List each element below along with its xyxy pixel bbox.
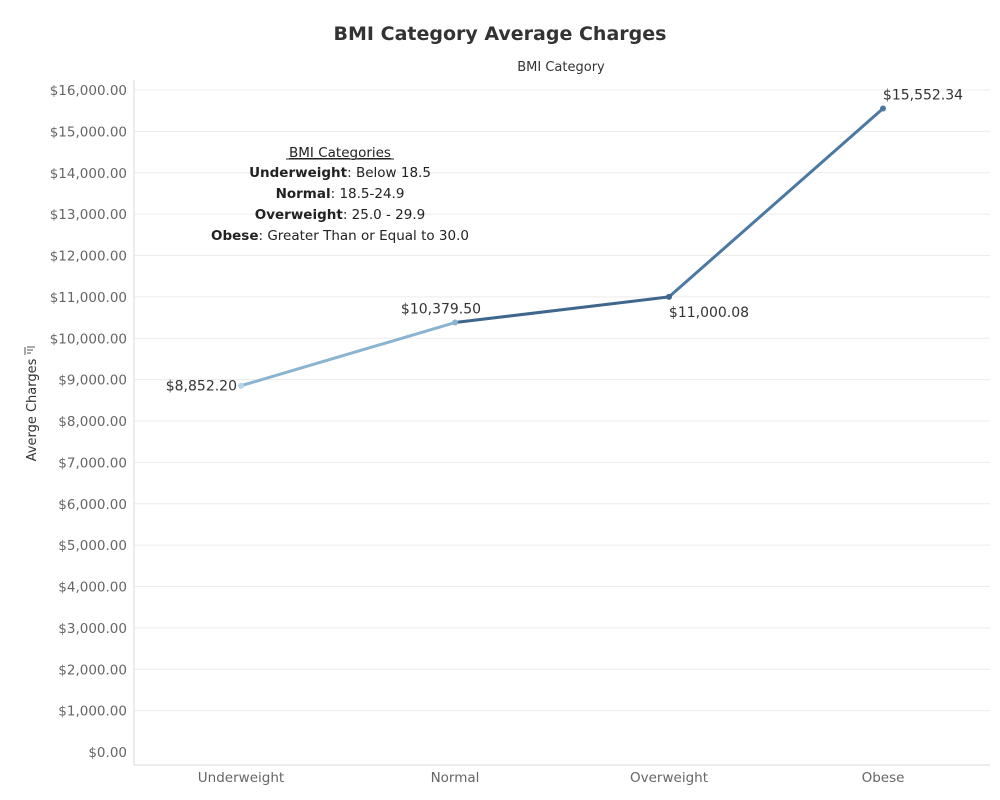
y-tick-label: $6,000.00 xyxy=(58,497,127,513)
series-lines xyxy=(239,107,885,388)
x-tick-label: Underweight xyxy=(198,770,284,786)
y-axis-title: Averge Charges xyxy=(25,358,40,461)
y-tick-label: $13,000.00 xyxy=(50,207,127,223)
bmi-legend-annotation: BMI Categories Underweight: Below 18.5 Nor… xyxy=(211,145,469,244)
y-tick-label: $14,000.00 xyxy=(50,166,127,182)
y-tick-label: $16,000.00 xyxy=(50,83,127,99)
y-tick-label: $15,000.00 xyxy=(50,124,127,140)
data-labels: $8,852.20 $10,379.50 $11,000.08 $15,552.34 xyxy=(166,88,963,395)
x-tick-label: Overweight xyxy=(630,770,708,786)
y-tick-label: $11,000.00 xyxy=(50,290,127,306)
x-tick-labels: Underweight Normal Overweight Obese xyxy=(198,770,905,786)
y-tick-label: $4,000.00 xyxy=(58,580,127,596)
y-tick-label: $9,000.00 xyxy=(58,373,127,389)
data-point[interactable] xyxy=(238,382,244,389)
legend-line: Normal: 18.5-24.9 xyxy=(276,186,405,202)
legend-category-name: Normal xyxy=(276,186,331,202)
data-point[interactable] xyxy=(452,319,458,326)
legend-category-range: : 25.0 - 29.9 xyxy=(343,207,425,223)
y-tick-labels: $0.00 $1,000.00 $2,000.00 $3,000.00 $4,000.0… xyxy=(50,83,127,761)
series-line-segment xyxy=(667,107,885,299)
y-axis-title-group: Averge Charges xyxy=(25,358,40,461)
series-line-segment xyxy=(239,321,457,388)
legend-line: Underweight: Below 18.5 xyxy=(249,165,431,181)
data-points xyxy=(238,105,886,389)
series-line-segment xyxy=(453,295,671,325)
data-label: $8,852.20 xyxy=(166,379,237,395)
y-tick-label: $0.00 xyxy=(88,745,127,761)
column-header: BMI Category xyxy=(517,60,605,75)
sort-icon[interactable] xyxy=(24,346,35,355)
y-tick-label: $1,000.00 xyxy=(58,704,127,720)
legend-category-name: Obese xyxy=(211,228,259,244)
data-point[interactable] xyxy=(880,105,886,112)
y-tick-label: $12,000.00 xyxy=(50,249,127,265)
y-tick-label: $7,000.00 xyxy=(58,455,127,471)
gridlines xyxy=(134,89,990,712)
x-tick-label: Obese xyxy=(862,770,905,786)
axes xyxy=(133,80,990,766)
legend-category-range: : Greater Than or Equal to 30.0 xyxy=(259,228,469,244)
chart-title: BMI Category Average Charges xyxy=(334,23,667,45)
x-tick-label: Normal xyxy=(431,770,480,786)
legend-line: Overweight: 25.0 - 29.9 xyxy=(255,207,426,223)
y-tick-label: $5,000.00 xyxy=(58,538,127,554)
data-label: $10,379.50 xyxy=(401,302,481,318)
data-label: $15,552.34 xyxy=(883,88,963,104)
y-tick-label: $3,000.00 xyxy=(58,621,127,637)
y-tick-label: $10,000.00 xyxy=(50,331,127,347)
legend-line: Obese: Greater Than or Equal to 30.0 xyxy=(211,228,469,244)
data-label: $11,000.08 xyxy=(669,305,749,321)
data-point[interactable] xyxy=(666,293,672,300)
legend-category-range: : 18.5-24.9 xyxy=(331,186,405,202)
y-tick-label: $2,000.00 xyxy=(58,662,127,678)
y-tick-label: $8,000.00 xyxy=(58,414,127,430)
legend-heading: BMI Categories xyxy=(289,145,391,161)
legend-category-name: Overweight xyxy=(255,207,344,223)
legend-category-name: Underweight xyxy=(249,165,348,181)
legend-category-range: : Below 18.5 xyxy=(347,165,431,181)
